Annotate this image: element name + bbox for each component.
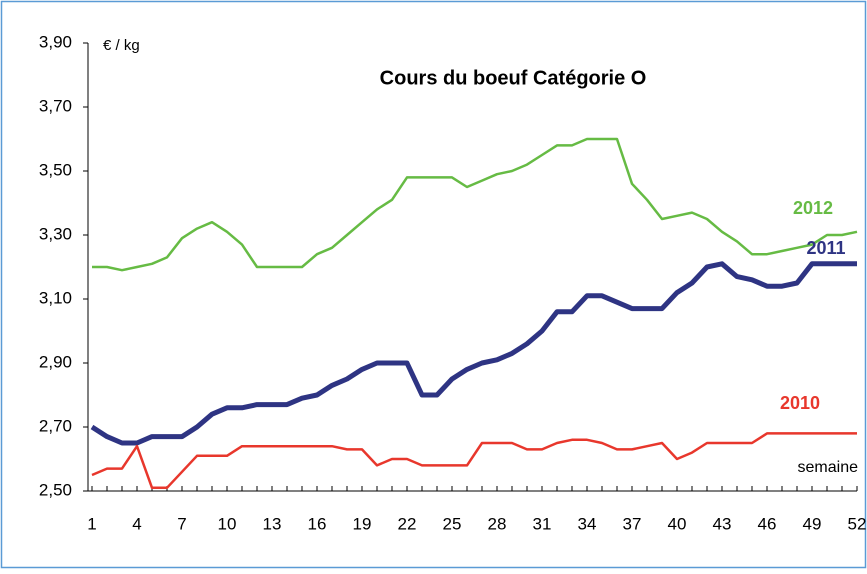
x-tick-label: 34 [578,514,597,533]
x-tick-label: 40 [668,514,687,533]
y-tick-label: 2,50 [39,480,72,499]
chart-title: Cours du boeuf Catégorie O [380,67,647,89]
series-line [91,432,857,490]
x-tick-label: 7 [177,514,186,533]
y-tick-label: 2,90 [39,352,72,371]
series-line [92,137,858,272]
y-tick-label: 3,30 [39,224,72,243]
y-tick-label: 3,70 [39,96,72,115]
x-tick-label: 49 [803,514,822,533]
y-tick-label: 3,10 [39,288,72,307]
y-tick-label: 2,70 [39,416,72,435]
x-tick-label: 37 [623,514,642,533]
x-tick-label: 43 [713,514,732,533]
x-tick-label: 31 [533,514,552,533]
x-tick-label: 13 [263,514,282,533]
x-tick-label: 28 [488,514,507,533]
x-tick-label: 16 [308,514,327,533]
x-tick-label: 4 [132,514,141,533]
x-tick-label: 22 [398,514,417,533]
x-tick-label: 1 [87,514,96,533]
series-line [90,261,857,446]
x-tick-label: 52 [848,514,867,533]
x-tick-label: 10 [218,514,237,533]
series-label: 2010 [780,393,820,413]
series-label: 2011 [806,238,845,258]
x-tick-label: 19 [353,514,372,533]
y-axis-label: € / kg [103,37,140,54]
plot-area: 2,50 2,70 2,90 3,10 3,30 3,50 3,70 3,90 1 4 7 10 13 1… [39,32,867,533]
x-tick-label: 25 [443,514,462,533]
x-tick-label: 46 [758,514,777,533]
y-tick-label: 3,50 [39,160,72,179]
y-tick-label: 3,90 [39,32,72,51]
x-axis-label: semaine [798,459,859,476]
series-label: 2012 [793,198,833,218]
